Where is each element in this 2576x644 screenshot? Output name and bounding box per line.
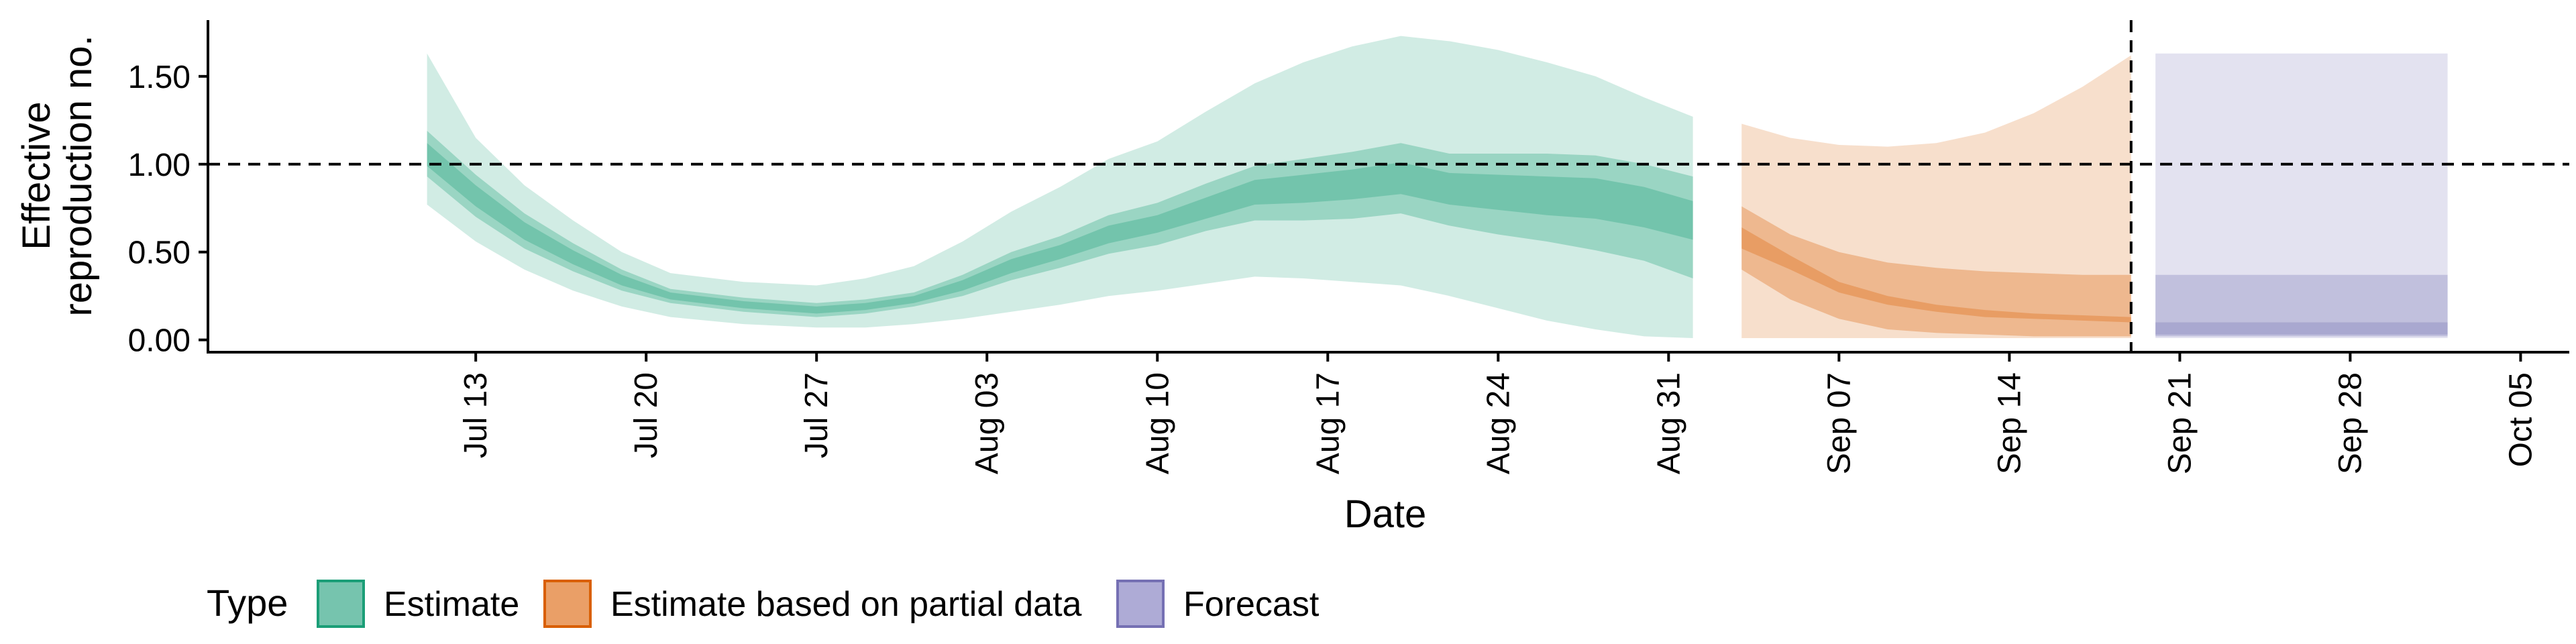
legend-label-estimate: Estimate bbox=[384, 585, 519, 624]
estimate-based-on-partial-data-ci20-band bbox=[1741, 227, 2131, 323]
y-tick-label: 0.00 bbox=[128, 323, 191, 359]
estimate-based-on-partial-data-ci90-band bbox=[1741, 55, 2131, 339]
legend-key-estimate bbox=[317, 580, 365, 628]
forecast-ci90-band bbox=[2155, 53, 2448, 339]
x-axis-ticks: Jul 13 Jul 20 Jul 27 Aug 03 Aug 10 Aug 17 Aug … bbox=[458, 352, 2538, 474]
x-tick-label: Jul 20 bbox=[629, 372, 664, 458]
estimate-ci20-band bbox=[427, 143, 1693, 314]
legend-title: Type bbox=[207, 582, 288, 624]
forecast-ci50-band bbox=[2155, 274, 2448, 337]
y-tick-label: 0.50 bbox=[128, 235, 191, 271]
estimate-based-on-partial-data-ci50-band bbox=[1741, 206, 2131, 337]
legend-label-partial: Estimate based on partial data bbox=[610, 585, 1082, 624]
ribbons-layer bbox=[427, 36, 2448, 339]
reference-lines bbox=[208, 20, 2569, 352]
legend-item-forecast: Forecast bbox=[1116, 580, 1320, 628]
y-axis-title-line2: reproduction no. bbox=[56, 35, 100, 316]
legend-key-partial bbox=[543, 580, 592, 628]
forecast-ci20-band bbox=[2155, 322, 2448, 335]
x-tick-label: Aug 03 bbox=[969, 372, 1005, 474]
series-forecast bbox=[2155, 53, 2448, 339]
y-axis-ticks: 0.00 0.50 1.00 1.50 bbox=[128, 60, 208, 359]
legend-item-estimate: Estimate bbox=[317, 580, 519, 628]
x-tick-label: Sep 14 bbox=[1992, 372, 2027, 474]
legend-item-partial: Estimate based on partial data bbox=[543, 580, 1082, 628]
estimate-ci90-band bbox=[427, 36, 1693, 338]
legend: Type Estimate Estimate based on partial … bbox=[207, 580, 1320, 628]
legend-key-forecast bbox=[1116, 580, 1165, 628]
y-axis-title-line1: Effective bbox=[15, 101, 58, 250]
x-axis-title: Date bbox=[1344, 492, 1427, 536]
x-tick-label: Jul 13 bbox=[458, 372, 494, 458]
y-tick-label: 1.50 bbox=[128, 60, 191, 95]
y-tick-label: 1.00 bbox=[128, 148, 191, 183]
series-estimate-based-on-partial-data bbox=[1741, 55, 2131, 339]
legend-label-forecast: Forecast bbox=[1183, 585, 1320, 624]
x-tick-label: Oct 05 bbox=[2503, 372, 2538, 467]
series-estimate bbox=[427, 36, 1693, 338]
x-tick-label: Sep 07 bbox=[1821, 372, 1857, 474]
x-tick-label: Aug 31 bbox=[1651, 372, 1686, 474]
x-tick-label: Sep 28 bbox=[2332, 372, 2368, 474]
x-tick-label: Aug 24 bbox=[1481, 372, 1516, 474]
x-tick-label: Jul 27 bbox=[799, 372, 835, 458]
x-tick-label: Aug 10 bbox=[1140, 372, 1175, 474]
x-tick-label: Sep 21 bbox=[2162, 372, 2198, 474]
x-tick-label: Aug 17 bbox=[1310, 372, 1346, 474]
estimate-ci50-band bbox=[427, 131, 1693, 317]
